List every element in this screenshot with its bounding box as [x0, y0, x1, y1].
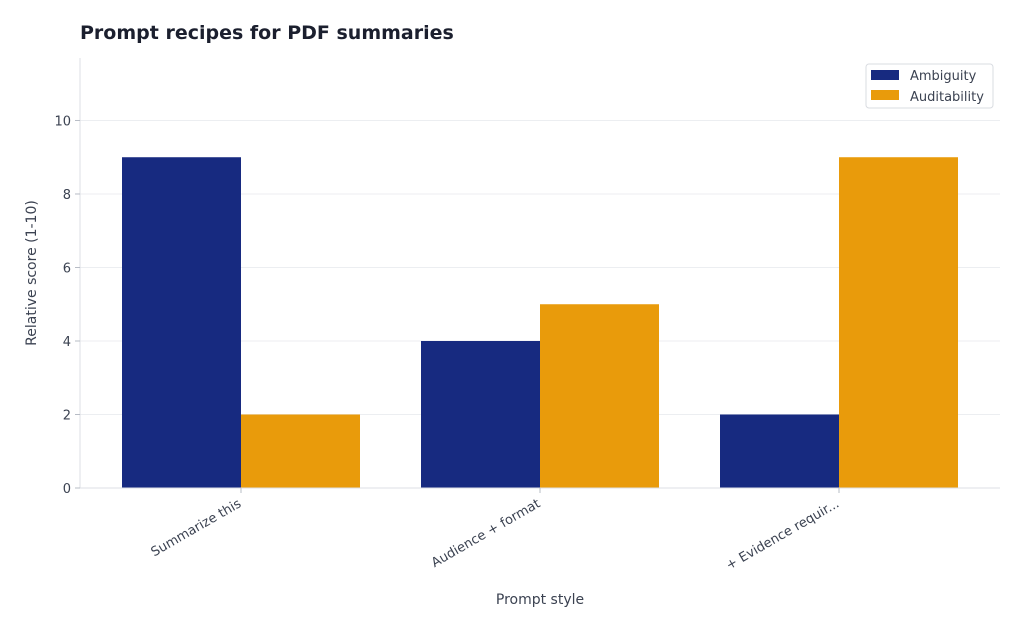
y-axis-label: Relative score (1-10)	[24, 200, 40, 346]
bar-auditability-3	[839, 157, 958, 488]
y-tick-label: 10	[54, 114, 71, 129]
bars	[122, 157, 958, 488]
y-tick-label: 8	[63, 188, 71, 203]
x-tick-label: Audience + format	[429, 496, 543, 570]
x-tick-label: + Evidence requir...	[724, 496, 842, 573]
chart-title: Prompt recipes for PDF summaries	[80, 22, 454, 44]
x-axis-label: Prompt style	[496, 592, 584, 608]
bar-auditability-1	[241, 414, 360, 488]
legend-swatch-ambiguity	[871, 70, 899, 80]
x-ticks: Summarize this Audience + format + Evidenc…	[149, 488, 842, 573]
y-tick-label: 0	[63, 482, 71, 497]
bar-auditability-2	[540, 304, 659, 488]
legend-swatch-auditability	[871, 90, 899, 100]
y-tick-label: 6	[63, 261, 71, 276]
legend: Ambiguity Auditability	[865, 63, 994, 109]
bar-ambiguity-2	[421, 340, 540, 488]
bar-ambiguity-1	[122, 157, 241, 488]
legend-label-auditability: Auditability	[910, 90, 984, 105]
y-ticks: 0 2 4 6 8 10	[54, 114, 80, 497]
y-tick-label: 2	[63, 408, 71, 423]
bar-ambiguity-3	[720, 414, 839, 488]
x-tick-label: Summarize this	[149, 496, 245, 560]
y-tick-label: 4	[63, 335, 71, 350]
legend-label-ambiguity: Ambiguity	[910, 69, 977, 84]
